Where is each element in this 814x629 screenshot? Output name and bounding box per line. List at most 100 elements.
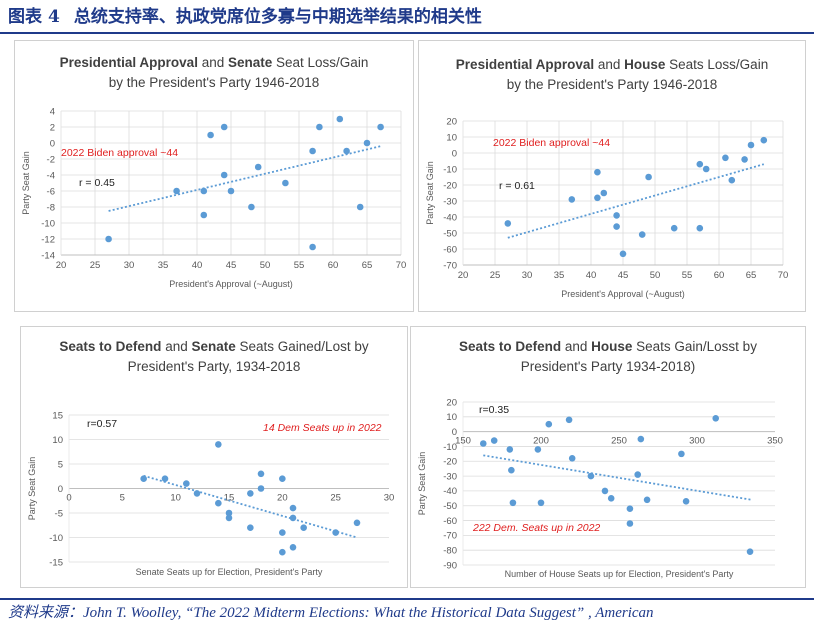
chart-defend-senate: Seats to Defend and Senate Seats Gained/… [27, 339, 394, 577]
y-tick-label: -10 [49, 533, 63, 544]
chart-title-part: Presidential Approval [60, 55, 198, 70]
annotation-r: r=0.57 [87, 418, 117, 430]
figure-title: 图表 4 总统支持率、执政党席位多寡与中期选举结果的相关性 [8, 4, 482, 30]
x-tick-label: 70 [778, 270, 789, 281]
data-point [207, 131, 214, 139]
data-point [741, 156, 748, 163]
y-tick-label: 0 [452, 427, 457, 438]
data-point [332, 529, 339, 536]
data-point [220, 171, 228, 179]
data-point [645, 173, 652, 181]
data-point [173, 187, 180, 195]
data-point [183, 480, 190, 487]
data-point [309, 147, 316, 155]
chart-title-part: Seats to Defend [459, 339, 561, 354]
data-point [568, 455, 576, 462]
data-point [613, 223, 620, 230]
data-point [626, 505, 634, 512]
y-tick-label: -30 [443, 471, 457, 482]
x-tick-label: 45 [226, 260, 237, 271]
chart-title-part: and [561, 339, 591, 354]
chart-title-part: Seats Loss/Gain [665, 57, 768, 72]
data-point [289, 514, 297, 522]
x-tick-label: 35 [158, 260, 169, 271]
data-point [702, 165, 710, 173]
data-point [534, 446, 542, 453]
chart-panel-defend-house: Seats to Defend and House Seats Gain/Los… [410, 326, 806, 588]
data-point [601, 487, 609, 495]
annotation-note: 14 Dem Seats up in 2022 [263, 422, 382, 434]
chart-panel-approval-senate: Presidential Approval and Senate Seat Lo… [14, 40, 414, 312]
x-tick-label: 25 [90, 260, 101, 271]
x-tick-label: 300 [689, 436, 705, 447]
chart-title-part: Seats Gained/Lost by [236, 339, 369, 354]
footer-rule [0, 598, 814, 600]
y-tick-label: -40 [443, 212, 457, 223]
figure-label: 图表 [8, 7, 42, 27]
y-tick-label: -15 [49, 557, 63, 568]
header-rule [0, 32, 814, 34]
data-point [279, 529, 286, 536]
y-tick-label: 5 [58, 459, 63, 470]
data-point [343, 147, 350, 155]
data-point [479, 440, 487, 447]
x-tick-label: 20 [277, 493, 288, 504]
data-point [356, 203, 364, 211]
chart-title-part: Senate [228, 55, 273, 70]
data-point [200, 187, 208, 195]
y-tick-label: 0 [58, 484, 63, 495]
chart-approval-house: Presidential Approval and House Seats Lo… [425, 57, 789, 299]
y-tick-label: 10 [52, 435, 63, 446]
data-point [746, 548, 754, 555]
y-tick-label: -10 [41, 218, 55, 229]
data-point [289, 544, 297, 551]
annotation-r: r = 0.61 [499, 180, 535, 192]
y-tick-label: 10 [446, 132, 457, 143]
data-point [643, 496, 651, 504]
data-point [193, 490, 201, 497]
x-tick-label: 200 [533, 436, 549, 447]
x-tick-label: 70 [396, 260, 407, 271]
y-axis-label: Party Seat Gain [21, 151, 31, 215]
data-point [508, 466, 515, 474]
x-tick-label: 20 [56, 260, 67, 271]
chart-title-part: Presidential Approval [456, 57, 594, 72]
data-point [336, 115, 344, 123]
data-point [363, 139, 371, 147]
data-point [254, 163, 262, 171]
chart-subtitle: President's Party 1934-2018) [521, 359, 695, 374]
x-tick-label: 25 [490, 270, 501, 281]
y-tick-label: -40 [443, 486, 457, 497]
y-tick-label: -30 [443, 196, 457, 207]
data-point [215, 441, 222, 448]
data-point [506, 446, 514, 453]
annotation-r: r = 0.45 [79, 177, 115, 189]
chart-title: Seats to Defend and House Seats Gain/Los… [459, 339, 757, 354]
data-point [626, 520, 634, 527]
x-tick-label: 45 [618, 270, 629, 281]
chart-title: Presidential Approval and House Seats Lo… [456, 57, 768, 72]
y-tick-label: -10 [443, 164, 457, 175]
data-point [509, 499, 517, 507]
data-point [696, 224, 704, 232]
data-point [279, 548, 286, 556]
chart-title-part: House [591, 339, 633, 354]
data-point [712, 415, 720, 422]
chart-title-part: Seats Gain/Losst by [632, 339, 757, 354]
x-tick-label: 5 [120, 493, 125, 504]
x-tick-label: 350 [767, 436, 783, 447]
x-tick-label: 50 [650, 270, 661, 281]
trendline [108, 145, 381, 212]
x-tick-label: 30 [522, 270, 533, 281]
data-point [316, 123, 323, 131]
x-tick-label: 35 [554, 270, 565, 281]
chart-title-part: and [594, 57, 624, 72]
data-point [282, 179, 289, 187]
chart-title-part: House [624, 57, 666, 72]
y-tick-label: -60 [443, 244, 457, 255]
data-point [634, 471, 642, 478]
data-point [247, 490, 254, 497]
data-point [220, 123, 228, 131]
y-tick-label: -70 [443, 260, 457, 271]
y-tick-label: -8 [47, 202, 55, 213]
